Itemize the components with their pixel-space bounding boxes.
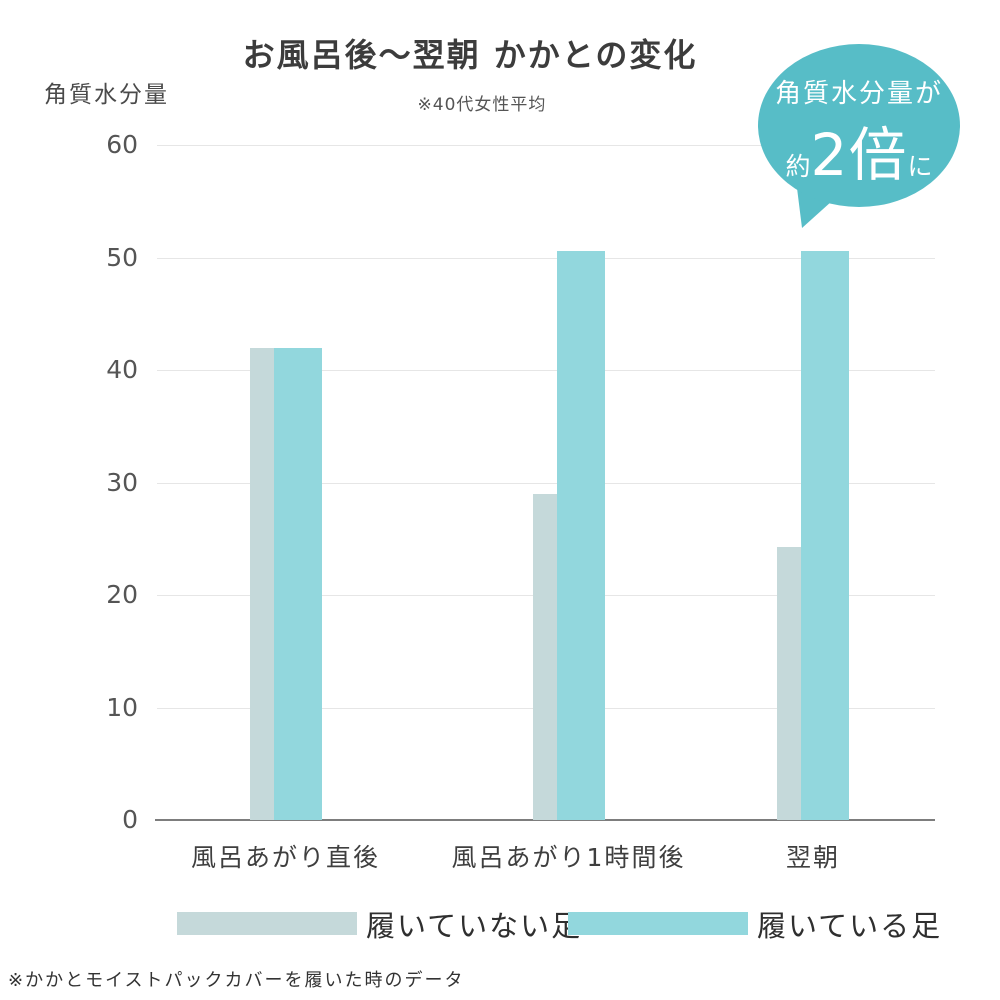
gridline-y40 bbox=[157, 370, 935, 371]
y-tick-label-10: 10 bbox=[106, 692, 138, 722]
y-axis-title: 角質水分量 bbox=[44, 82, 169, 108]
gridline-y30 bbox=[157, 482, 935, 484]
legend-swatch-not-wearing bbox=[177, 912, 357, 935]
bar-not-wearing-1 bbox=[532, 493, 557, 820]
x-axis-line bbox=[155, 819, 935, 821]
bubble-text-emphasis: 2倍 bbox=[810, 121, 908, 189]
x-category-label-1: 風呂あがり1時間後 bbox=[451, 843, 686, 872]
footnote: ※かかとモイストパックカバーを履いた時のデータ bbox=[8, 970, 465, 991]
bar-wearing-2 bbox=[801, 250, 849, 820]
gridline-y60 bbox=[157, 145, 935, 146]
bar-wearing-0 bbox=[273, 347, 322, 820]
bubble-text-prefix: 約 bbox=[785, 152, 811, 181]
y-tick-label-60: 60 bbox=[106, 130, 138, 159]
bubble-text-suffix: に bbox=[907, 152, 933, 181]
bubble-text-line1: 角質水分量が bbox=[774, 79, 943, 109]
bar-not-wearing-0 bbox=[249, 347, 274, 820]
gridline-y50 bbox=[157, 257, 935, 259]
bar-not-wearing-2 bbox=[777, 546, 801, 820]
x-category-label-2: 翌朝 bbox=[785, 843, 840, 872]
legend-label-not-wearing: 履いていない足 bbox=[366, 909, 583, 943]
y-tick-label-20: 20 bbox=[106, 580, 138, 609]
y-tick-label-30: 30 bbox=[106, 467, 138, 497]
y-tick-label-0: 0 bbox=[122, 805, 138, 834]
legend-label-wearing: 履いている足 bbox=[757, 909, 943, 943]
bar-wearing-1 bbox=[556, 250, 605, 820]
x-category-label-0: 風呂あがり直後 bbox=[190, 843, 380, 872]
chart-subtitle: ※40代女性平均 bbox=[417, 95, 547, 115]
chart-title: お風呂後〜翌朝 かかとの変化 bbox=[242, 36, 698, 74]
legend-swatch-wearing bbox=[568, 912, 748, 935]
y-tick-label-50: 50 bbox=[106, 242, 138, 272]
y-tick-label-40: 40 bbox=[106, 355, 138, 384]
speech-bubble-annotation: 角質水分量が 約 2倍 に bbox=[758, 44, 960, 207]
bubble-text-line2: 約 2倍 に bbox=[786, 108, 933, 192]
